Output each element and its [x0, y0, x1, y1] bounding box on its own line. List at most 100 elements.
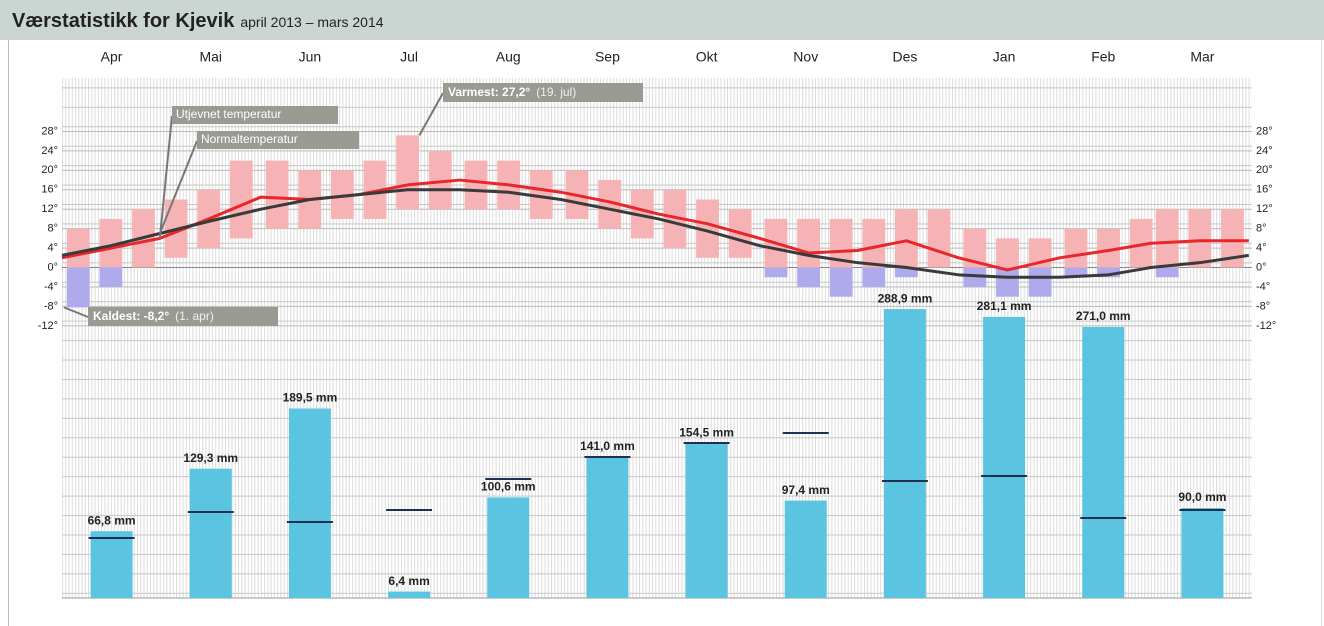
y-tick-label: -4°	[44, 281, 58, 293]
temperature-range-warm	[1188, 209, 1212, 268]
y-tick-label: 24°	[41, 145, 58, 157]
legend-label: Normaltemperatur	[201, 132, 298, 146]
y-tick-label-right: 8°	[1256, 223, 1267, 235]
temperature-range-warm	[797, 218, 821, 268]
temperature-range-warm	[1097, 228, 1120, 268]
temperature-range-cold	[66, 267, 90, 308]
precipitation-label: 90,0 mm	[1178, 490, 1226, 504]
temperature-range-warm	[996, 238, 1019, 268]
temperature-range-warm	[428, 150, 452, 210]
precipitation-bar	[983, 316, 1026, 598]
grid-background	[62, 78, 1252, 598]
temperature-range-cold	[1155, 267, 1179, 278]
x-tick-label: Mai	[199, 49, 222, 65]
y-tick-label-right: 4°	[1256, 242, 1267, 254]
temperature-range-cold	[963, 267, 987, 287]
temperature-range-warm	[829, 218, 853, 268]
x-tick-label: Jan	[993, 49, 1016, 65]
temperature-range-cold	[895, 267, 918, 278]
temperature-range-cold	[1097, 267, 1120, 278]
precipitation-bar	[784, 500, 827, 598]
annotation: Varmest: 27,2° (19. jul)	[448, 85, 576, 99]
x-tick-label: Jul	[400, 49, 418, 65]
x-tick-label: Okt	[696, 49, 718, 65]
title: Værstatistikk for Kjevik	[12, 10, 235, 32]
temperature-range-warm	[363, 160, 387, 219]
x-tick-label: Feb	[1091, 49, 1115, 65]
y-tick-label-right: 0°	[1256, 261, 1267, 273]
callout-box	[197, 131, 359, 149]
temperature-range-cold	[797, 267, 821, 287]
temperature-range-cold	[1028, 267, 1052, 297]
header-title: Værstatistikk for Kjevik april 2013 – mar…	[12, 10, 384, 33]
y-tick-label: 8°	[47, 223, 58, 235]
x-tick-label: Mar	[1190, 49, 1214, 65]
temperature-range-warm	[1155, 209, 1179, 268]
annotation-value: Varmest: 27,2°	[448, 85, 530, 99]
temperature-line	[61, 178, 1249, 272]
temperature-range-warm	[229, 160, 253, 239]
y-tick-label-right: 16°	[1256, 184, 1273, 196]
callout-line	[418, 92, 444, 136]
precipitation-bar	[1181, 508, 1224, 598]
y-tick-label: 12°	[41, 203, 58, 215]
precipitation-bar	[685, 443, 728, 598]
subtitle: april 2013 – mars 2014	[240, 14, 384, 30]
annotation-date: (1. apr)	[175, 309, 214, 323]
x-tick-label: Jun	[299, 49, 322, 65]
callout-box	[172, 106, 338, 124]
temperature-range-warm	[265, 160, 289, 229]
y-tick-label-right: -12°	[1256, 320, 1276, 332]
temperature-range-warm	[963, 228, 987, 268]
precipitation-bar	[586, 457, 629, 598]
y-tick-label: 20°	[41, 164, 58, 176]
precipitation-label: 6,4 mm	[388, 574, 429, 588]
y-tick-label-right: -8°	[1256, 300, 1270, 312]
y-tick-label: -12°	[38, 320, 58, 332]
annotation-date: (19. jul)	[536, 85, 576, 99]
frame	[8, 40, 1322, 626]
temperature-range-warm	[630, 189, 654, 239]
precipitation-bar	[883, 309, 926, 598]
precipitation-bar	[90, 531, 133, 598]
precipitation-label: 281,1 mm	[977, 299, 1032, 313]
temperature-range-cold	[862, 267, 886, 287]
y-tick-label-right: 20°	[1256, 164, 1273, 176]
temperature-range-cold	[996, 267, 1019, 297]
temperature-range-warm	[598, 180, 622, 229]
annotation-value: Kaldest: -8,2°	[93, 309, 169, 323]
temperature-range-warm	[927, 209, 951, 268]
y-tick-label-right: -4°	[1256, 281, 1270, 293]
precipitation-label: 271,0 mm	[1076, 309, 1131, 323]
precipitation-bar	[1082, 327, 1125, 598]
y-tick-label-right: 24°	[1256, 145, 1273, 157]
precipitation-bar	[487, 497, 530, 598]
temperature-range-cold	[764, 267, 788, 278]
callout-line	[158, 140, 198, 234]
temperature-range-warm	[99, 218, 123, 268]
x-tick-label: Sep	[595, 49, 620, 65]
annotation: Kaldest: -8,2° (1. apr)	[93, 309, 214, 323]
x-tick-label: Des	[892, 49, 917, 65]
precipitation-label: 141,0 mm	[580, 439, 635, 453]
precipitation-label: 97,4 mm	[782, 483, 830, 497]
temperature-range-warm	[663, 189, 687, 249]
x-tick-label: Apr	[101, 49, 123, 65]
precipitation-bar	[288, 408, 331, 598]
x-tick-label: Aug	[496, 49, 521, 65]
y-tick-label: 4°	[47, 242, 58, 254]
precipitation-label: 288,9 mm	[878, 291, 933, 305]
precipitation-bar	[388, 591, 431, 598]
precipitation-bar	[189, 468, 232, 598]
precipitation-label: 66,8 mm	[88, 513, 136, 527]
legend-label: Utjevnet temperatur	[176, 107, 281, 121]
temperature-range-warm	[1129, 218, 1153, 268]
temperature-range-warm	[1064, 228, 1088, 268]
y-tick-label: 16°	[41, 184, 58, 196]
temperature-line	[61, 188, 1249, 279]
precipitation-label: 189,5 mm	[283, 391, 338, 405]
temperature-range-warm	[895, 209, 918, 268]
temperature-range-warm	[862, 218, 886, 268]
